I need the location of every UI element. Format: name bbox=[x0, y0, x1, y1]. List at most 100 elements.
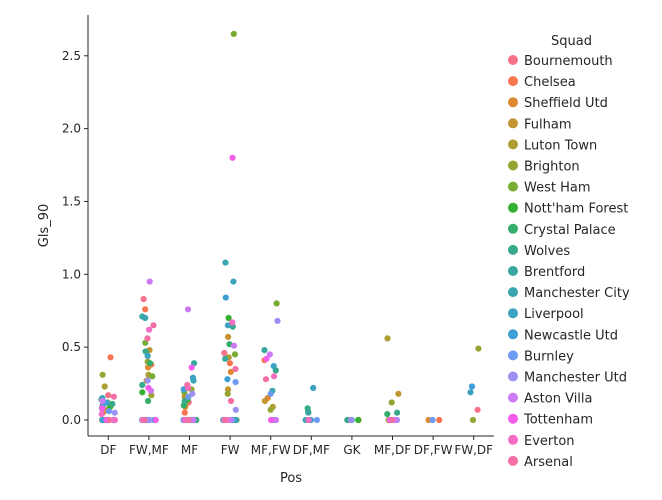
data-point bbox=[395, 390, 402, 397]
x-tick-label: MF,DF bbox=[374, 443, 411, 457]
data-point bbox=[145, 397, 152, 405]
data-point bbox=[436, 416, 443, 424]
legend-label: Arsenal bbox=[524, 455, 573, 470]
data-point bbox=[99, 405, 106, 412]
data-point bbox=[150, 322, 157, 329]
data-point bbox=[146, 326, 153, 333]
data-point bbox=[146, 278, 153, 285]
data-point bbox=[101, 383, 108, 390]
data-point bbox=[263, 355, 270, 362]
data-point bbox=[144, 352, 151, 359]
legend-marker bbox=[508, 434, 518, 445]
x-tick-label: FW bbox=[221, 443, 240, 457]
legend: Squad Bournemouth Chelsea Sheffield Utd Ful… bbox=[508, 34, 630, 470]
plot-area bbox=[98, 30, 482, 424]
data-point bbox=[266, 351, 273, 358]
y-axis: 0.0 0.5 1.0 1.5 2.0 2.5 bbox=[62, 15, 89, 436]
x-axis: DF FW,MF MF FW MF,FW DF,MF GK MF,DF DF,FW FW,DF bbox=[88, 435, 494, 457]
x-tick-label: DF,MF bbox=[293, 443, 330, 457]
data-point bbox=[475, 345, 482, 352]
legend-marker bbox=[508, 160, 518, 171]
data-point bbox=[224, 386, 232, 393]
data-point bbox=[184, 381, 191, 389]
legend-marker bbox=[508, 371, 518, 382]
data-point bbox=[227, 397, 235, 405]
legend-marker bbox=[508, 350, 518, 361]
legend-label: Fulham bbox=[524, 117, 572, 132]
x-tick-label: GK bbox=[343, 443, 361, 457]
data-point bbox=[224, 376, 231, 383]
data-point bbox=[222, 294, 229, 301]
data-point bbox=[468, 383, 476, 390]
data-point bbox=[147, 360, 154, 367]
data-point bbox=[224, 390, 231, 397]
data-point bbox=[99, 371, 106, 378]
data-point bbox=[384, 411, 391, 418]
data-point bbox=[139, 381, 146, 389]
data-point bbox=[109, 400, 116, 408]
data-point bbox=[270, 373, 278, 380]
data-point bbox=[262, 376, 270, 383]
legend-label: Brentford bbox=[524, 265, 585, 280]
y-tick-label: 1.0 bbox=[62, 267, 81, 281]
legend-label: Aston Villa bbox=[524, 392, 593, 407]
data-point bbox=[229, 319, 236, 326]
legend-label: Chelsea bbox=[524, 75, 576, 90]
x-tick-label: DF,FW bbox=[414, 443, 453, 457]
data-point bbox=[469, 416, 477, 424]
legend-label: Sheffield Utd bbox=[524, 96, 608, 111]
data-point bbox=[105, 408, 112, 415]
legend-marker bbox=[508, 181, 518, 192]
data-point bbox=[389, 416, 396, 424]
data-point bbox=[230, 30, 237, 37]
data-point bbox=[106, 416, 113, 424]
legend-marker bbox=[508, 455, 518, 466]
data-point bbox=[384, 335, 391, 342]
data-point bbox=[355, 416, 362, 424]
data-point bbox=[152, 416, 159, 424]
data-point bbox=[272, 416, 280, 424]
x-axis-label: Pos bbox=[280, 471, 302, 486]
data-point bbox=[261, 397, 268, 405]
legend-label: Burnley bbox=[524, 349, 574, 364]
x-tick-label: DF bbox=[100, 443, 116, 457]
data-point bbox=[227, 368, 234, 375]
data-point bbox=[145, 384, 152, 391]
data-point bbox=[189, 390, 196, 397]
data-point bbox=[229, 154, 236, 161]
legend-label: Wolves bbox=[524, 244, 570, 259]
data-point bbox=[144, 377, 151, 384]
legend-title: Squad bbox=[551, 34, 592, 49]
data-point bbox=[98, 411, 105, 418]
data-point bbox=[181, 397, 188, 405]
data-point bbox=[221, 416, 228, 424]
data-point bbox=[305, 409, 312, 416]
data-point bbox=[268, 416, 275, 424]
legend-marker bbox=[508, 308, 518, 319]
x-tick-label: MF bbox=[181, 443, 198, 457]
legend-label: Bournemouth bbox=[524, 54, 613, 69]
data-point bbox=[222, 259, 229, 266]
y-axis-label: Gls_90 bbox=[37, 204, 52, 248]
y-tick-label: 0.0 bbox=[62, 413, 81, 427]
legend-marker bbox=[508, 329, 518, 340]
legend-label: Tottenham bbox=[523, 413, 593, 428]
data-point bbox=[184, 306, 192, 313]
legend-label: Manchester Utd bbox=[524, 371, 627, 386]
data-point bbox=[270, 363, 277, 370]
data-point bbox=[181, 409, 188, 416]
data-point bbox=[149, 373, 156, 380]
data-point bbox=[140, 296, 147, 303]
y-tick-label: 1.5 bbox=[62, 194, 81, 208]
data-point bbox=[142, 306, 149, 313]
data-point bbox=[142, 314, 149, 322]
data-point bbox=[111, 416, 118, 424]
data-point bbox=[139, 389, 146, 396]
data-point bbox=[313, 416, 320, 424]
data-point bbox=[467, 389, 474, 396]
legend-marker bbox=[508, 76, 518, 87]
data-point bbox=[230, 278, 237, 285]
legend-label: Manchester City bbox=[524, 286, 630, 301]
data-point bbox=[225, 333, 232, 340]
